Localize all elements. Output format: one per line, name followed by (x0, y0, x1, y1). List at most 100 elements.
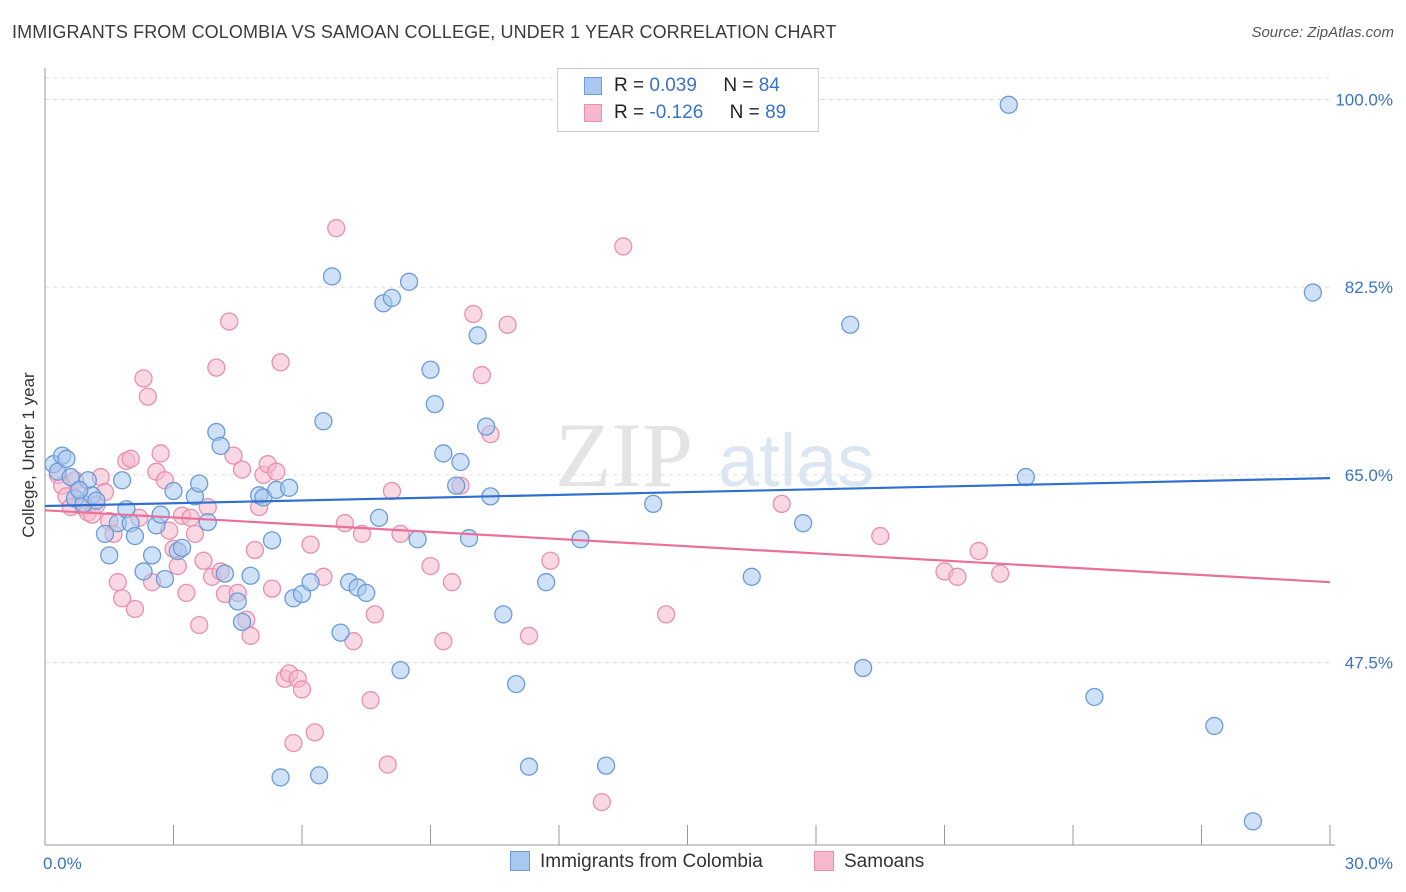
samoans-point (108, 573, 127, 592)
colombia-point (241, 566, 260, 585)
colombia-point (262, 531, 282, 550)
legend-swatch-pink (584, 104, 602, 122)
samoans-point (434, 632, 453, 651)
samoans-point (498, 315, 517, 334)
chart-title: IMMIGRANTS FROM COLOMBIA VS SAMOAN COLLE… (12, 22, 837, 42)
legend-r-label: R = (614, 75, 645, 96)
legend-swatch-blue (584, 77, 602, 95)
legend-n-value: 84 (758, 75, 780, 96)
colombia-point (1303, 283, 1323, 302)
colombia-points (44, 95, 1323, 831)
colombia-point (451, 452, 470, 472)
samoans-point (121, 449, 140, 468)
samoans-point (421, 556, 440, 576)
samoans-point (245, 540, 265, 560)
colombia-point (100, 546, 119, 565)
colombia-point (357, 583, 376, 603)
samoans-point (614, 237, 633, 256)
samoans-trend-line (44, 509, 1331, 584)
colombia-point (314, 412, 333, 431)
samoans-point (327, 219, 346, 238)
colombia-point (421, 360, 440, 379)
colombia-point (841, 315, 860, 334)
colombia-point (742, 567, 761, 586)
y-tick-label: 47.5% (1345, 654, 1393, 673)
colombia-point (382, 288, 402, 308)
colombia-point (112, 471, 132, 490)
y-tick-label: 100.0% (1335, 90, 1393, 109)
samoans-point (207, 358, 226, 377)
colombia-point (331, 623, 350, 642)
samoans-point (948, 567, 967, 586)
colombia-point (322, 267, 342, 286)
colombia-point (87, 491, 106, 510)
legend-label-samoans: Samoans (844, 851, 925, 872)
colombia-point (1243, 812, 1263, 831)
samoans-point (262, 579, 282, 598)
samoans-point (772, 494, 791, 514)
colombia-point (271, 768, 290, 787)
colombia-point (1016, 467, 1036, 487)
colombia-point (999, 95, 1018, 114)
colombia-point (537, 573, 556, 592)
colombia-point (596, 756, 616, 775)
colombia-point (198, 512, 217, 532)
colombia-point (190, 474, 209, 493)
colombia-point (459, 529, 479, 548)
samoans-point (365, 605, 384, 624)
x-tick-label: 0.0% (43, 854, 82, 873)
samoans-point (382, 481, 402, 501)
samoans-point (519, 626, 539, 645)
samoans-point (969, 541, 988, 561)
samoans-point (177, 583, 196, 603)
bottom-legend-samoans[interactable]: Samoans (814, 851, 924, 877)
colombia-point (61, 467, 80, 487)
colombia-point (494, 605, 513, 624)
samoans-point (472, 365, 492, 385)
legend-swatch-blue (510, 851, 530, 871)
samoans-point (361, 691, 380, 710)
colombia-point (172, 538, 192, 558)
samoans-point (378, 755, 397, 774)
colombia-point (425, 394, 444, 414)
watermark: ZIP atlas (555, 404, 874, 506)
colombia-point (125, 526, 145, 546)
samoans-point (284, 733, 303, 753)
y-tick-label: 65.0% (1345, 466, 1393, 485)
colombia-point (228, 592, 247, 611)
colombia-point (57, 449, 76, 468)
colombia-point (164, 481, 183, 501)
colombia-point (155, 569, 175, 589)
colombia-point (309, 766, 329, 785)
samoans-point (541, 551, 560, 570)
samoans-point (241, 626, 260, 645)
legend-r-label: R = (614, 102, 645, 123)
colombia-trend-line (44, 477, 1331, 508)
colombia-point (794, 514, 813, 533)
samoans-point (134, 369, 153, 388)
samoans-point (138, 387, 157, 406)
samoans-point (391, 524, 410, 544)
samoans-point (305, 723, 325, 742)
grid-layer (45, 77, 1330, 664)
colombia-point (408, 530, 427, 549)
samoans-point (352, 524, 372, 544)
colombia-point (447, 476, 466, 495)
colombia-point (477, 417, 496, 436)
watermark-zip: ZIP (555, 404, 693, 506)
colombia-point (369, 508, 389, 527)
colombia-point (142, 546, 162, 565)
samoans-point (335, 514, 354, 533)
y-axis-label: College, Under 1 year (19, 372, 38, 538)
colombia-point (519, 757, 539, 776)
legend-n-label: N = (723, 75, 754, 96)
bottom-legend-colombia[interactable]: Immigrants from Colombia (510, 851, 763, 877)
colombia-point (151, 505, 170, 524)
colombia-point (134, 562, 153, 581)
samoans-point (464, 304, 483, 324)
samoans-point (194, 551, 213, 570)
samoans-point (267, 462, 286, 481)
legend-swatch-pink (814, 851, 834, 871)
samoans-point (232, 460, 252, 479)
